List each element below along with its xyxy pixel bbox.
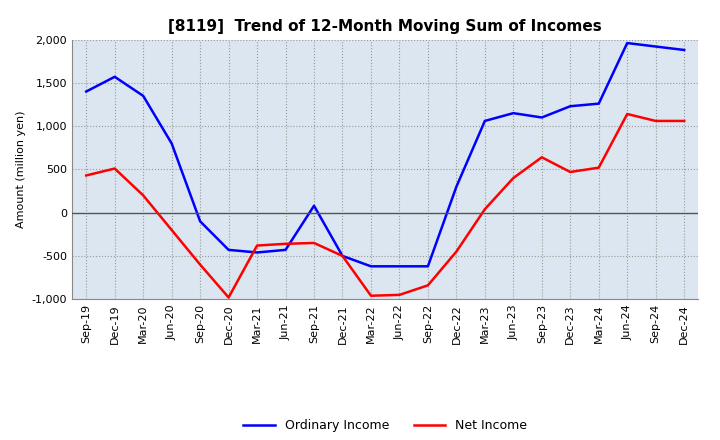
Ordinary Income bbox=[253, 250, 261, 255]
Net Income bbox=[680, 118, 688, 124]
Ordinary Income bbox=[395, 264, 404, 269]
Net Income bbox=[167, 227, 176, 233]
Net Income bbox=[395, 292, 404, 297]
Net Income bbox=[652, 118, 660, 124]
Net Income bbox=[225, 295, 233, 300]
Net Income bbox=[338, 253, 347, 259]
Ordinary Income bbox=[623, 40, 631, 46]
Title: [8119]  Trend of 12-Month Moving Sum of Incomes: [8119] Trend of 12-Month Moving Sum of I… bbox=[168, 19, 602, 34]
Ordinary Income bbox=[680, 48, 688, 53]
Net Income bbox=[82, 173, 91, 178]
Ordinary Income bbox=[537, 115, 546, 120]
Ordinary Income bbox=[82, 89, 91, 94]
Legend: Ordinary Income, Net Income: Ordinary Income, Net Income bbox=[238, 414, 532, 437]
Ordinary Income bbox=[423, 264, 432, 269]
Ordinary Income bbox=[167, 141, 176, 146]
Ordinary Income bbox=[509, 110, 518, 116]
Line: Ordinary Income: Ordinary Income bbox=[86, 43, 684, 266]
Net Income bbox=[423, 283, 432, 288]
Net Income bbox=[566, 169, 575, 175]
Ordinary Income bbox=[196, 219, 204, 224]
Ordinary Income bbox=[566, 103, 575, 109]
Net Income bbox=[110, 166, 119, 171]
Net Income bbox=[196, 262, 204, 267]
Net Income bbox=[595, 165, 603, 170]
Net Income bbox=[452, 249, 461, 254]
Ordinary Income bbox=[110, 74, 119, 80]
Ordinary Income bbox=[366, 264, 375, 269]
Ordinary Income bbox=[452, 184, 461, 189]
Net Income bbox=[480, 206, 489, 212]
Net Income bbox=[310, 240, 318, 246]
Ordinary Income bbox=[595, 101, 603, 106]
Net Income bbox=[509, 176, 518, 181]
Y-axis label: Amount (million yen): Amount (million yen) bbox=[16, 110, 26, 228]
Ordinary Income bbox=[282, 247, 290, 253]
Net Income bbox=[253, 243, 261, 248]
Ordinary Income bbox=[225, 247, 233, 253]
Net Income bbox=[139, 193, 148, 198]
Net Income bbox=[537, 154, 546, 160]
Ordinary Income bbox=[652, 44, 660, 49]
Line: Net Income: Net Income bbox=[86, 114, 684, 297]
Net Income bbox=[282, 241, 290, 246]
Ordinary Income bbox=[310, 203, 318, 209]
Net Income bbox=[623, 111, 631, 117]
Net Income bbox=[366, 293, 375, 298]
Ordinary Income bbox=[480, 118, 489, 124]
Ordinary Income bbox=[139, 93, 148, 99]
Ordinary Income bbox=[338, 253, 347, 259]
